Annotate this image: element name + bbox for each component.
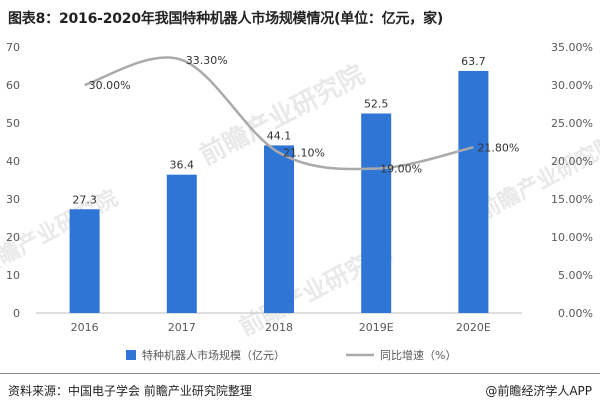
x-axis-tick-label: 2017 [168,321,196,334]
x-axis-tick-label: 2020E [456,321,491,334]
left-axis-tick-label: 20 [6,231,20,244]
right-axis-tick-label: 20.00% [551,155,593,168]
x-axis-tick-label: 2019E [359,321,394,334]
bar [69,209,100,313]
bar-value-label: 52.5 [364,98,389,111]
bar-value-label: 27.3 [72,193,97,206]
line-value-label: 21.10% [283,147,325,160]
line-value-label: 21.80% [477,141,519,154]
legend-line-label: 同比增速（%） [380,348,456,362]
legend-bar-swatch [126,350,136,360]
growth-rate-line [84,56,474,171]
left-axis-tick-label: 40 [6,155,20,168]
x-axis-tick-label: 2016 [71,321,99,334]
right-axis-tick-label: 15.00% [551,193,593,206]
left-axis-tick-label: 0 [13,307,20,320]
right-axis-tick-label: 35.00% [551,41,593,54]
footer: 资料来源：中国电子学会 前瞻产业研究院整理 @前瞻经济学人APP [0,373,600,406]
plot-area: 0 10 20 30 40 50 60 70 0.00% 5.00% 10.00% 15.00% 20.… [6,41,593,362]
left-axis-tick-label: 60 [6,79,20,92]
right-axis-tick-label: 0.00% [558,307,593,320]
left-axis-tick-label: 70 [6,41,20,54]
right-axis-tick-label: 30.00% [551,79,593,92]
left-axis-tick-label: 10 [6,269,20,282]
chart-title: 图表8：2016-2020年我国特种机器人市场规模情况(单位：亿元，家) [8,11,444,27]
legend-bar-label: 特种机器人市场规模（亿元） [142,348,285,362]
chart-plot: 0 10 20 30 40 50 60 70 0.00% 5.00% 10.00% 15.00% 20.… [6,41,593,362]
left-axis-tick-label: 30 [6,193,20,206]
credit-text: @前瞻经济学人APP [485,384,592,398]
bar-value-label: 36.4 [170,159,195,172]
line-value-label: 33.30% [186,54,228,67]
bar [458,70,489,313]
source-text: 资料来源：中国电子学会 前瞻产业研究院整理 [8,384,252,398]
bar [264,145,294,313]
right-axis-tick-label: 10.00% [551,231,593,244]
right-axis-tick-label: 25.00% [551,117,593,130]
right-axis-tick-label: 5.00% [558,269,593,282]
bar [361,113,392,313]
bar-value-label: 44.1 [267,129,292,142]
line-value-label: 30.00% [89,79,131,92]
left-axis-tick-label: 50 [6,117,20,130]
line-value-label: 19.00% [380,163,422,176]
x-axis-tick-label: 2018 [265,321,293,334]
bar [166,174,197,313]
bar-value-label: 63.7 [461,55,486,68]
